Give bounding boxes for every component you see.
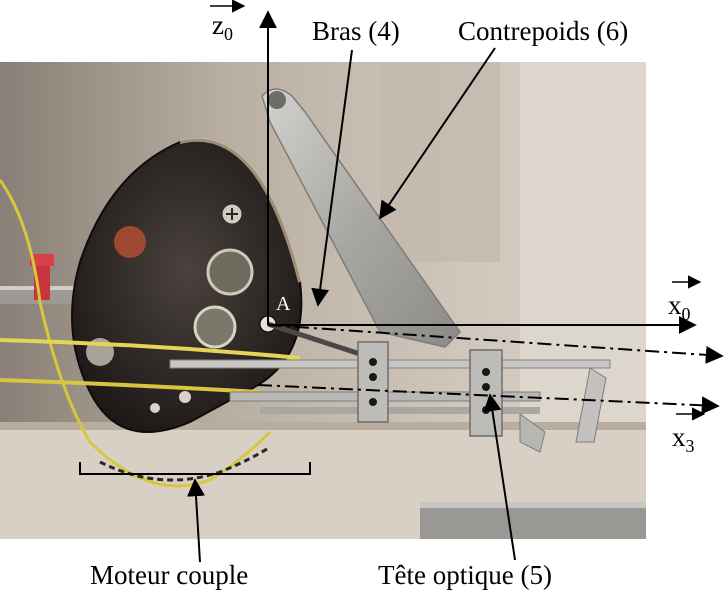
z0-axis-label: z0 xyxy=(212,10,233,44)
x3-subscript: 3 xyxy=(685,436,695,456)
point-a-label: A xyxy=(276,293,291,315)
guide-rod xyxy=(169,359,611,369)
rod-end-hook xyxy=(575,367,607,443)
x0-subscript: 0 xyxy=(681,304,691,324)
arm-rod xyxy=(267,321,361,357)
dashdot-line-upper xyxy=(267,324,724,364)
optical-head-block-2 xyxy=(469,349,503,437)
photograph xyxy=(0,62,646,539)
tete-pointer xyxy=(483,393,516,561)
moteur-bracket xyxy=(79,462,311,475)
optical-head-block-1 xyxy=(357,341,389,423)
photo-illustration xyxy=(0,62,646,539)
metal-block xyxy=(420,502,646,539)
x0-axis-label: x0 xyxy=(668,290,691,324)
contrepoids-label: Contrepoids (6) xyxy=(458,16,629,46)
motor-bearing xyxy=(206,248,254,296)
bras-label: Bras (4) xyxy=(312,16,400,46)
x0-letter: x xyxy=(668,290,682,320)
z0-subscript: 0 xyxy=(223,24,233,44)
x3-axis-arrow xyxy=(257,384,720,415)
yellow-wire xyxy=(0,179,272,488)
moteur-label: Moteur couple xyxy=(90,560,249,590)
bras-pointer xyxy=(311,49,353,307)
z0-letter: z xyxy=(212,10,224,40)
contrepoids-pointer xyxy=(378,47,496,220)
counterweight-hole xyxy=(268,91,286,109)
tete-label: Tête optique (5) xyxy=(378,560,552,590)
moteur-pointer xyxy=(187,478,205,563)
x3-letter: x xyxy=(672,422,686,452)
x3-axis-label: x3 xyxy=(672,422,695,456)
